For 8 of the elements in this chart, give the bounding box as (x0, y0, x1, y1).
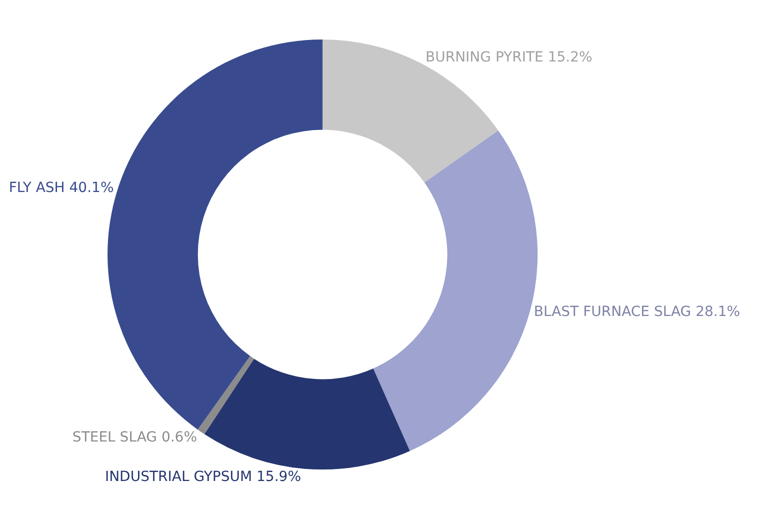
slice-label: INDUSTRIAL GYPSUM 15.9% (104, 468, 301, 485)
slice-label: FLY ASH 40.1% (8, 180, 114, 196)
slice-label: BLAST FURNACE SLAG 28.1% (534, 304, 740, 320)
slice-label: STEEL SLAG 0.6% (72, 429, 198, 446)
donut-slice (322, 39, 498, 183)
donut-slice (204, 358, 410, 470)
donut-slice (198, 356, 254, 434)
slice-label: BURNING PYRITE 15.2% (425, 49, 592, 66)
